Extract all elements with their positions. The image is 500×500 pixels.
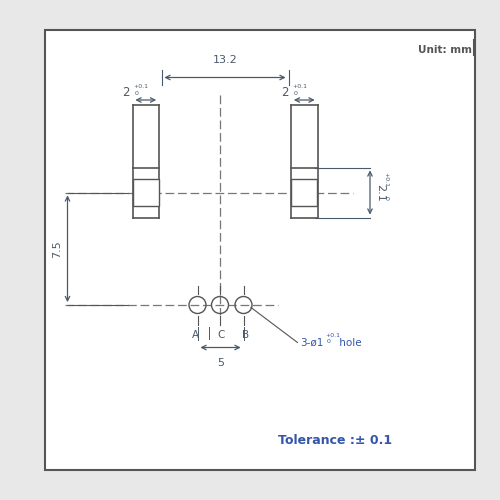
Text: 2.1: 2.1 — [375, 184, 385, 202]
Text: 0: 0 — [384, 196, 389, 200]
Bar — [291, 180, 318, 206]
Text: +0.1: +0.1 — [325, 333, 340, 338]
Text: 2: 2 — [122, 86, 130, 98]
Text: 2: 2 — [281, 86, 288, 98]
Text: +0.1: +0.1 — [383, 172, 388, 188]
Text: hole: hole — [336, 338, 361, 347]
Text: Tolerance :± 0.1: Tolerance :± 0.1 — [278, 434, 392, 446]
Text: 0: 0 — [294, 91, 298, 96]
Text: 13.2: 13.2 — [212, 55, 238, 65]
Text: Unit: mm: Unit: mm — [418, 45, 472, 55]
Text: 0: 0 — [135, 91, 139, 96]
Text: B: B — [242, 330, 250, 340]
Text: +0.1: +0.1 — [134, 84, 148, 89]
Text: A: A — [192, 330, 198, 340]
Bar — [132, 180, 158, 206]
Text: 5: 5 — [217, 358, 224, 368]
Text: C: C — [218, 330, 224, 340]
Text: +0.1: +0.1 — [292, 84, 307, 89]
Text: 0: 0 — [326, 339, 330, 344]
Text: 3-ø1: 3-ø1 — [300, 338, 324, 347]
Bar — [45, 30, 475, 470]
Text: 7.5: 7.5 — [52, 240, 62, 258]
